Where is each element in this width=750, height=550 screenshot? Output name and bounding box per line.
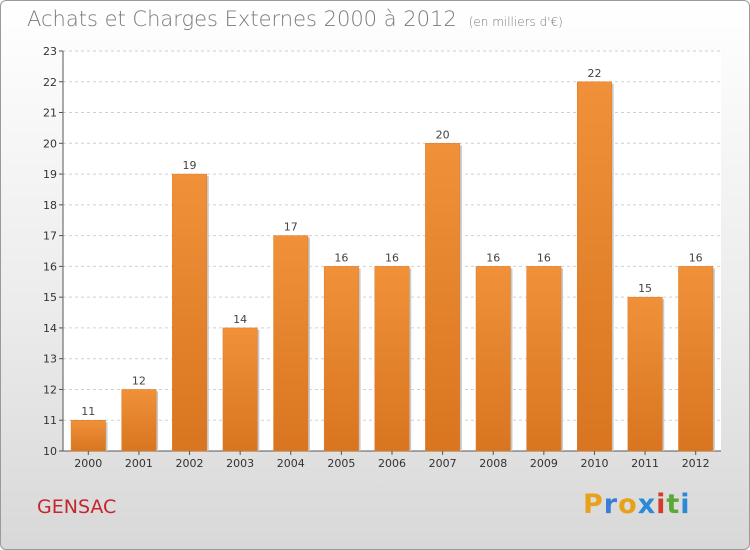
bar-value-label: 17 — [284, 221, 298, 234]
x-tick-label: 2010 — [580, 457, 608, 470]
x-tick-label: 2003 — [226, 457, 254, 470]
bar — [577, 81, 612, 452]
y-tick-label: 18 — [43, 199, 57, 212]
bar — [121, 389, 157, 452]
x-tick-label: 2012 — [682, 457, 710, 470]
bar-value-label: 22 — [587, 67, 601, 80]
y-tick-label: 14 — [43, 322, 57, 335]
proxiti-logo: Proxiti — [583, 489, 691, 520]
chart-title-text: Achats et Charges Externes 2000 à 2012 — [27, 7, 457, 31]
x-tick-label: 2001 — [125, 457, 153, 470]
bar-value-label: 20 — [436, 128, 450, 141]
bar — [70, 419, 106, 452]
bar-value-label: 16 — [537, 251, 551, 264]
y-tick-label: 13 — [43, 353, 57, 366]
bar-value-label: 11 — [81, 405, 95, 418]
logo-letter: i — [680, 489, 691, 520]
commune-name: GENSAC — [37, 496, 117, 518]
bar — [172, 173, 207, 452]
logo-letter: o — [618, 489, 638, 520]
x-tick-label: 2005 — [327, 457, 355, 470]
logo-letter: r — [603, 489, 619, 520]
bar-value-label: 16 — [689, 251, 703, 264]
bar-value-label: 12 — [132, 374, 146, 387]
chart-subtitle: (en milliers d'€) — [468, 15, 563, 29]
bar — [425, 143, 461, 452]
x-tick-label: 2009 — [530, 457, 558, 470]
bar — [273, 235, 309, 452]
y-tick-label: 22 — [43, 76, 57, 89]
x-tick-label: 2000 — [74, 457, 102, 470]
bar-value-label: 16 — [486, 251, 500, 264]
logo-letter: t — [666, 489, 681, 520]
x-tick-label: 2002 — [176, 457, 204, 470]
logo-letter: x — [637, 489, 657, 520]
x-tick-label: 2006 — [378, 457, 406, 470]
y-tick-label: 11 — [43, 414, 57, 427]
bar — [627, 296, 663, 452]
bar — [678, 266, 714, 452]
bar-value-label: 16 — [385, 251, 399, 264]
y-tick-label: 15 — [43, 291, 57, 304]
bar — [475, 266, 511, 452]
bar — [374, 266, 410, 452]
x-tick-label: 2011 — [631, 457, 659, 470]
bar-value-label: 15 — [638, 282, 652, 295]
bar-value-label: 16 — [334, 251, 348, 264]
bar-value-label: 19 — [183, 159, 197, 172]
chart-title: Achats et Charges Externes 2000 à 2012 (e… — [27, 7, 563, 31]
y-tick-label: 16 — [43, 260, 57, 273]
x-tick-label: 2007 — [429, 457, 457, 470]
y-tick-label: 10 — [43, 445, 57, 458]
y-tick-label: 17 — [43, 230, 57, 243]
y-tick-label: 20 — [43, 137, 57, 150]
bar — [323, 266, 359, 452]
y-tick-label: 23 — [43, 45, 57, 58]
y-tick-label: 12 — [43, 383, 57, 396]
y-tick-label: 19 — [43, 168, 57, 181]
bar — [526, 266, 562, 452]
y-tick-label: 21 — [43, 107, 57, 120]
logo-letter: i — [656, 489, 667, 520]
bar-value-label: 14 — [233, 313, 247, 326]
logo-letter: P — [583, 489, 604, 520]
x-tick-label: 2004 — [277, 457, 305, 470]
x-tick-label: 2008 — [479, 457, 507, 470]
bar — [222, 327, 258, 452]
